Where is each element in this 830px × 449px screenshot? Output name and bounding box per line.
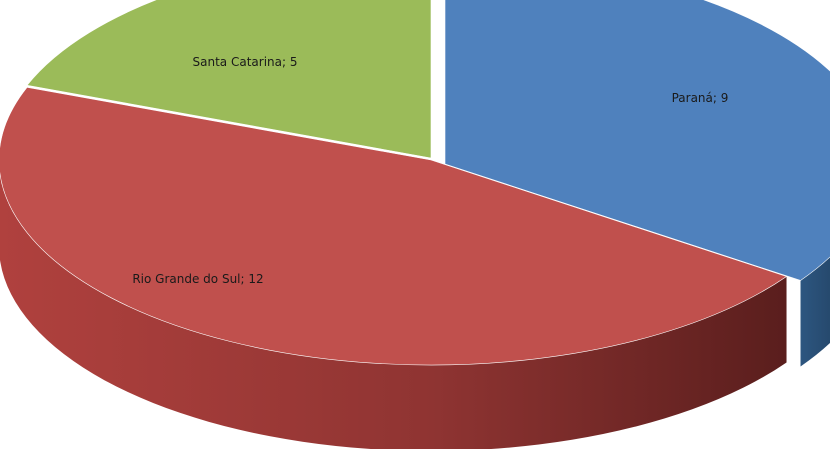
pie-side-paran- (800, 256, 830, 367)
pie-tops (0, 0, 830, 366)
pie-label-paran-: Paraná; 9 (672, 91, 729, 105)
pie-label-rio-grande-do-sul: Rio Grande do Sul; 12 (132, 272, 263, 286)
pie-sides (0, 173, 830, 449)
pie-slice-rio-grande-do-sul (0, 86, 788, 366)
pie-labels: Paraná; 9 Rio Grande do Sul; 12 Santa Cata… (132, 55, 728, 286)
pie-slice-paran- (444, 0, 830, 281)
pie-side-rio-grande-do-sul (0, 173, 787, 449)
pie-label-santa-catarina: Santa Catarina; 5 (193, 55, 298, 69)
pie-slice-santa-catarina (26, 0, 432, 159)
